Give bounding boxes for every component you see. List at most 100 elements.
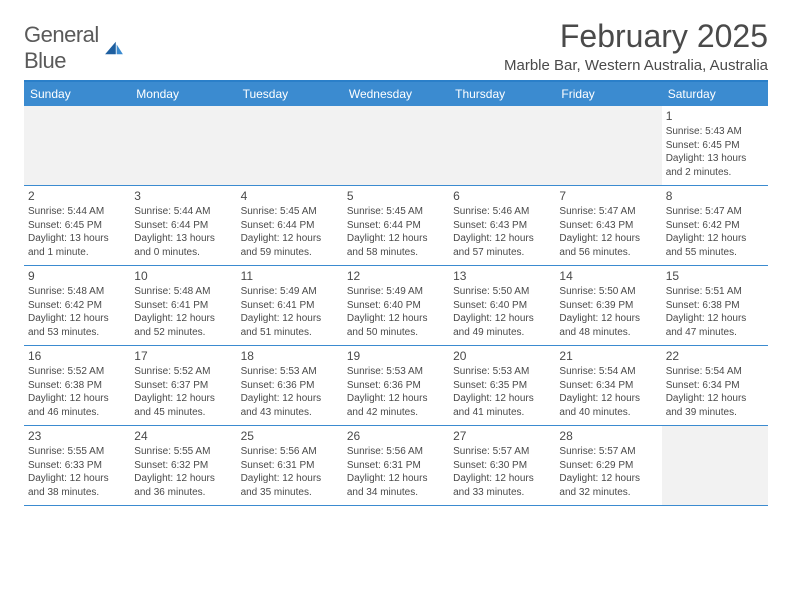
daylight-text: Daylight: 12 hours and 57 minutes. (453, 232, 551, 259)
day-cell: 17 Sunrise: 5:52 AMSunset: 6:37 PMDayligh… (130, 346, 236, 425)
day-sun-info: Sunrise: 5:53 AMSunset: 6:36 PMDaylight:… (347, 365, 445, 419)
daylight-text: Daylight: 12 hours and 32 minutes. (559, 472, 657, 499)
day-sun-info: Sunrise: 5:54 AMSunset: 6:34 PMDaylight:… (559, 365, 657, 419)
day-sun-info: Sunrise: 5:55 AMSunset: 6:33 PMDaylight:… (28, 445, 126, 499)
day-cell: 23Sunrise: 5:55 AMSunset: 6:33 PMDayligh… (24, 426, 130, 505)
sunset-text: Sunset: 6:33 PM (28, 459, 126, 473)
sunset-text: Sunset: 6:34 PM (559, 379, 657, 393)
day-number: 25 (241, 429, 339, 443)
week-row: 23Sunrise: 5:55 AMSunset: 6:33 PMDayligh… (24, 426, 768, 506)
day-cell: 20Sunrise: 5:53 AMSunset: 6:35 PMDayligh… (449, 346, 555, 425)
day-number: 17 (134, 349, 232, 363)
sunset-text: Sunset: 6:41 PM (134, 299, 232, 313)
day-number: 1 (666, 109, 764, 123)
sunrise-text: Sunrise: 5:47 AM (666, 205, 764, 219)
day-cell: 10Sunrise: 5:48 AMSunset: 6:41 PMDayligh… (130, 266, 236, 345)
title-area: February 2025 Marble Bar, Western Austra… (504, 18, 768, 74)
day-number: 8 (666, 189, 764, 203)
day-sun-info: Sunrise: 5:49 AMSunset: 6:40 PMDaylight:… (347, 285, 445, 339)
sunrise-text: Sunrise: 5:54 AM (666, 365, 764, 379)
calendar-grid: SundayMondayTuesdayWednesdayThursdayFrid… (24, 82, 768, 506)
sunrise-text: Sunrise: 5:43 AM (666, 125, 764, 139)
day-number: 2 (28, 189, 126, 203)
sunrise-text: Sunrise: 5:45 AM (241, 205, 339, 219)
daylight-text: Daylight: 13 hours and 0 minutes. (134, 232, 232, 259)
sunrise-text: Sunrise: 5:56 AM (347, 445, 445, 459)
sunset-text: Sunset: 6:39 PM (559, 299, 657, 313)
weekday-header: Wednesday (343, 82, 449, 106)
day-sun-info: Sunrise: 5:47 AMSunset: 6:43 PMDaylight:… (559, 205, 657, 259)
day-cell (237, 106, 343, 185)
logo-text-blue: Blue (24, 48, 66, 73)
day-cell (449, 106, 555, 185)
day-sun-info: Sunrise: 5:54 AMSunset: 6:34 PMDaylight:… (666, 365, 764, 419)
day-number: 27 (453, 429, 551, 443)
day-cell (343, 106, 449, 185)
day-number: 3 (134, 189, 232, 203)
sunset-text: Sunset: 6:43 PM (453, 219, 551, 233)
day-cell (555, 106, 661, 185)
daylight-text: Daylight: 12 hours and 35 minutes. (241, 472, 339, 499)
daylight-text: Daylight: 12 hours and 46 minutes. (28, 392, 126, 419)
sunrise-text: Sunrise: 5:46 AM (453, 205, 551, 219)
daylight-text: Daylight: 12 hours and 56 minutes. (559, 232, 657, 259)
sunrise-text: Sunrise: 5:51 AM (666, 285, 764, 299)
sunset-text: Sunset: 6:44 PM (241, 219, 339, 233)
sunrise-text: Sunrise: 5:52 AM (134, 365, 232, 379)
daylight-text: Daylight: 12 hours and 49 minutes. (453, 312, 551, 339)
sunrise-text: Sunrise: 5:57 AM (559, 445, 657, 459)
month-title: February 2025 (504, 18, 768, 55)
sunset-text: Sunset: 6:44 PM (134, 219, 232, 233)
daylight-text: Daylight: 12 hours and 33 minutes. (453, 472, 551, 499)
header: General Blue February 2025 Marble Bar, W… (24, 18, 768, 74)
day-sun-info: Sunrise: 5:50 AMSunset: 6:39 PMDaylight:… (559, 285, 657, 339)
day-cell: 13Sunrise: 5:50 AMSunset: 6:40 PMDayligh… (449, 266, 555, 345)
day-sun-info: Sunrise: 5:53 AMSunset: 6:36 PMDaylight:… (241, 365, 339, 419)
day-cell: 1 Sunrise: 5:43 AMSunset: 6:45 PMDaylight… (662, 106, 768, 185)
sunrise-text: Sunrise: 5:54 AM (559, 365, 657, 379)
day-sun-info: Sunrise: 5:56 AMSunset: 6:31 PMDaylight:… (241, 445, 339, 499)
day-cell: 15Sunrise: 5:51 AMSunset: 6:38 PMDayligh… (662, 266, 768, 345)
day-cell: 6Sunrise: 5:46 AMSunset: 6:43 PMDaylight… (449, 186, 555, 265)
day-cell: 4Sunrise: 5:45 AMSunset: 6:44 PMDaylight… (237, 186, 343, 265)
sunrise-text: Sunrise: 5:55 AM (134, 445, 232, 459)
daylight-text: Daylight: 12 hours and 40 minutes. (559, 392, 657, 419)
day-sun-info: Sunrise: 5:44 AMSunset: 6:45 PMDaylight:… (28, 205, 126, 259)
day-cell: 28Sunrise: 5:57 AMSunset: 6:29 PMDayligh… (555, 426, 661, 505)
sunset-text: Sunset: 6:29 PM (559, 459, 657, 473)
sunset-text: Sunset: 6:31 PM (241, 459, 339, 473)
sunrise-text: Sunrise: 5:49 AM (347, 285, 445, 299)
day-sun-info: Sunrise: 5:43 AMSunset: 6:45 PMDaylight:… (666, 125, 764, 179)
day-cell: 14Sunrise: 5:50 AMSunset: 6:39 PMDayligh… (555, 266, 661, 345)
sunrise-text: Sunrise: 5:48 AM (134, 285, 232, 299)
sunrise-text: Sunrise: 5:53 AM (347, 365, 445, 379)
day-sun-info: Sunrise: 5:56 AMSunset: 6:31 PMDaylight:… (347, 445, 445, 499)
day-cell: 21Sunrise: 5:54 AMSunset: 6:34 PMDayligh… (555, 346, 661, 425)
day-cell: 27Sunrise: 5:57 AMSunset: 6:30 PMDayligh… (449, 426, 555, 505)
day-cell: 11Sunrise: 5:49 AMSunset: 6:41 PMDayligh… (237, 266, 343, 345)
day-number: 11 (241, 269, 339, 283)
sunrise-text: Sunrise: 5:53 AM (241, 365, 339, 379)
day-sun-info: Sunrise: 5:48 AMSunset: 6:41 PMDaylight:… (134, 285, 232, 339)
sunrise-text: Sunrise: 5:49 AM (241, 285, 339, 299)
sunset-text: Sunset: 6:36 PM (347, 379, 445, 393)
daylight-text: Daylight: 12 hours and 55 minutes. (666, 232, 764, 259)
weekday-header: Friday (555, 82, 661, 106)
day-sun-info: Sunrise: 5:44 AMSunset: 6:44 PMDaylight:… (134, 205, 232, 259)
weekday-header: Sunday (24, 82, 130, 106)
sunset-text: Sunset: 6:36 PM (241, 379, 339, 393)
daylight-text: Daylight: 12 hours and 50 minutes. (347, 312, 445, 339)
day-sun-info: Sunrise: 5:53 AMSunset: 6:35 PMDaylight:… (453, 365, 551, 419)
week-row: 2 Sunrise: 5:44 AMSunset: 6:45 PMDaylight… (24, 186, 768, 266)
sunrise-text: Sunrise: 5:44 AM (28, 205, 126, 219)
day-sun-info: Sunrise: 5:52 AMSunset: 6:37 PMDaylight:… (134, 365, 232, 419)
daylight-text: Daylight: 12 hours and 41 minutes. (453, 392, 551, 419)
sunset-text: Sunset: 6:43 PM (559, 219, 657, 233)
day-number: 12 (347, 269, 445, 283)
day-number: 5 (347, 189, 445, 203)
sunset-text: Sunset: 6:42 PM (666, 219, 764, 233)
day-cell: 25 Sunrise: 5:56 AMSunset: 6:31 PMDayligh… (237, 426, 343, 505)
logo-sail-icon (103, 40, 125, 56)
sunrise-text: Sunrise: 5:44 AM (134, 205, 232, 219)
sunrise-text: Sunrise: 5:56 AM (241, 445, 339, 459)
